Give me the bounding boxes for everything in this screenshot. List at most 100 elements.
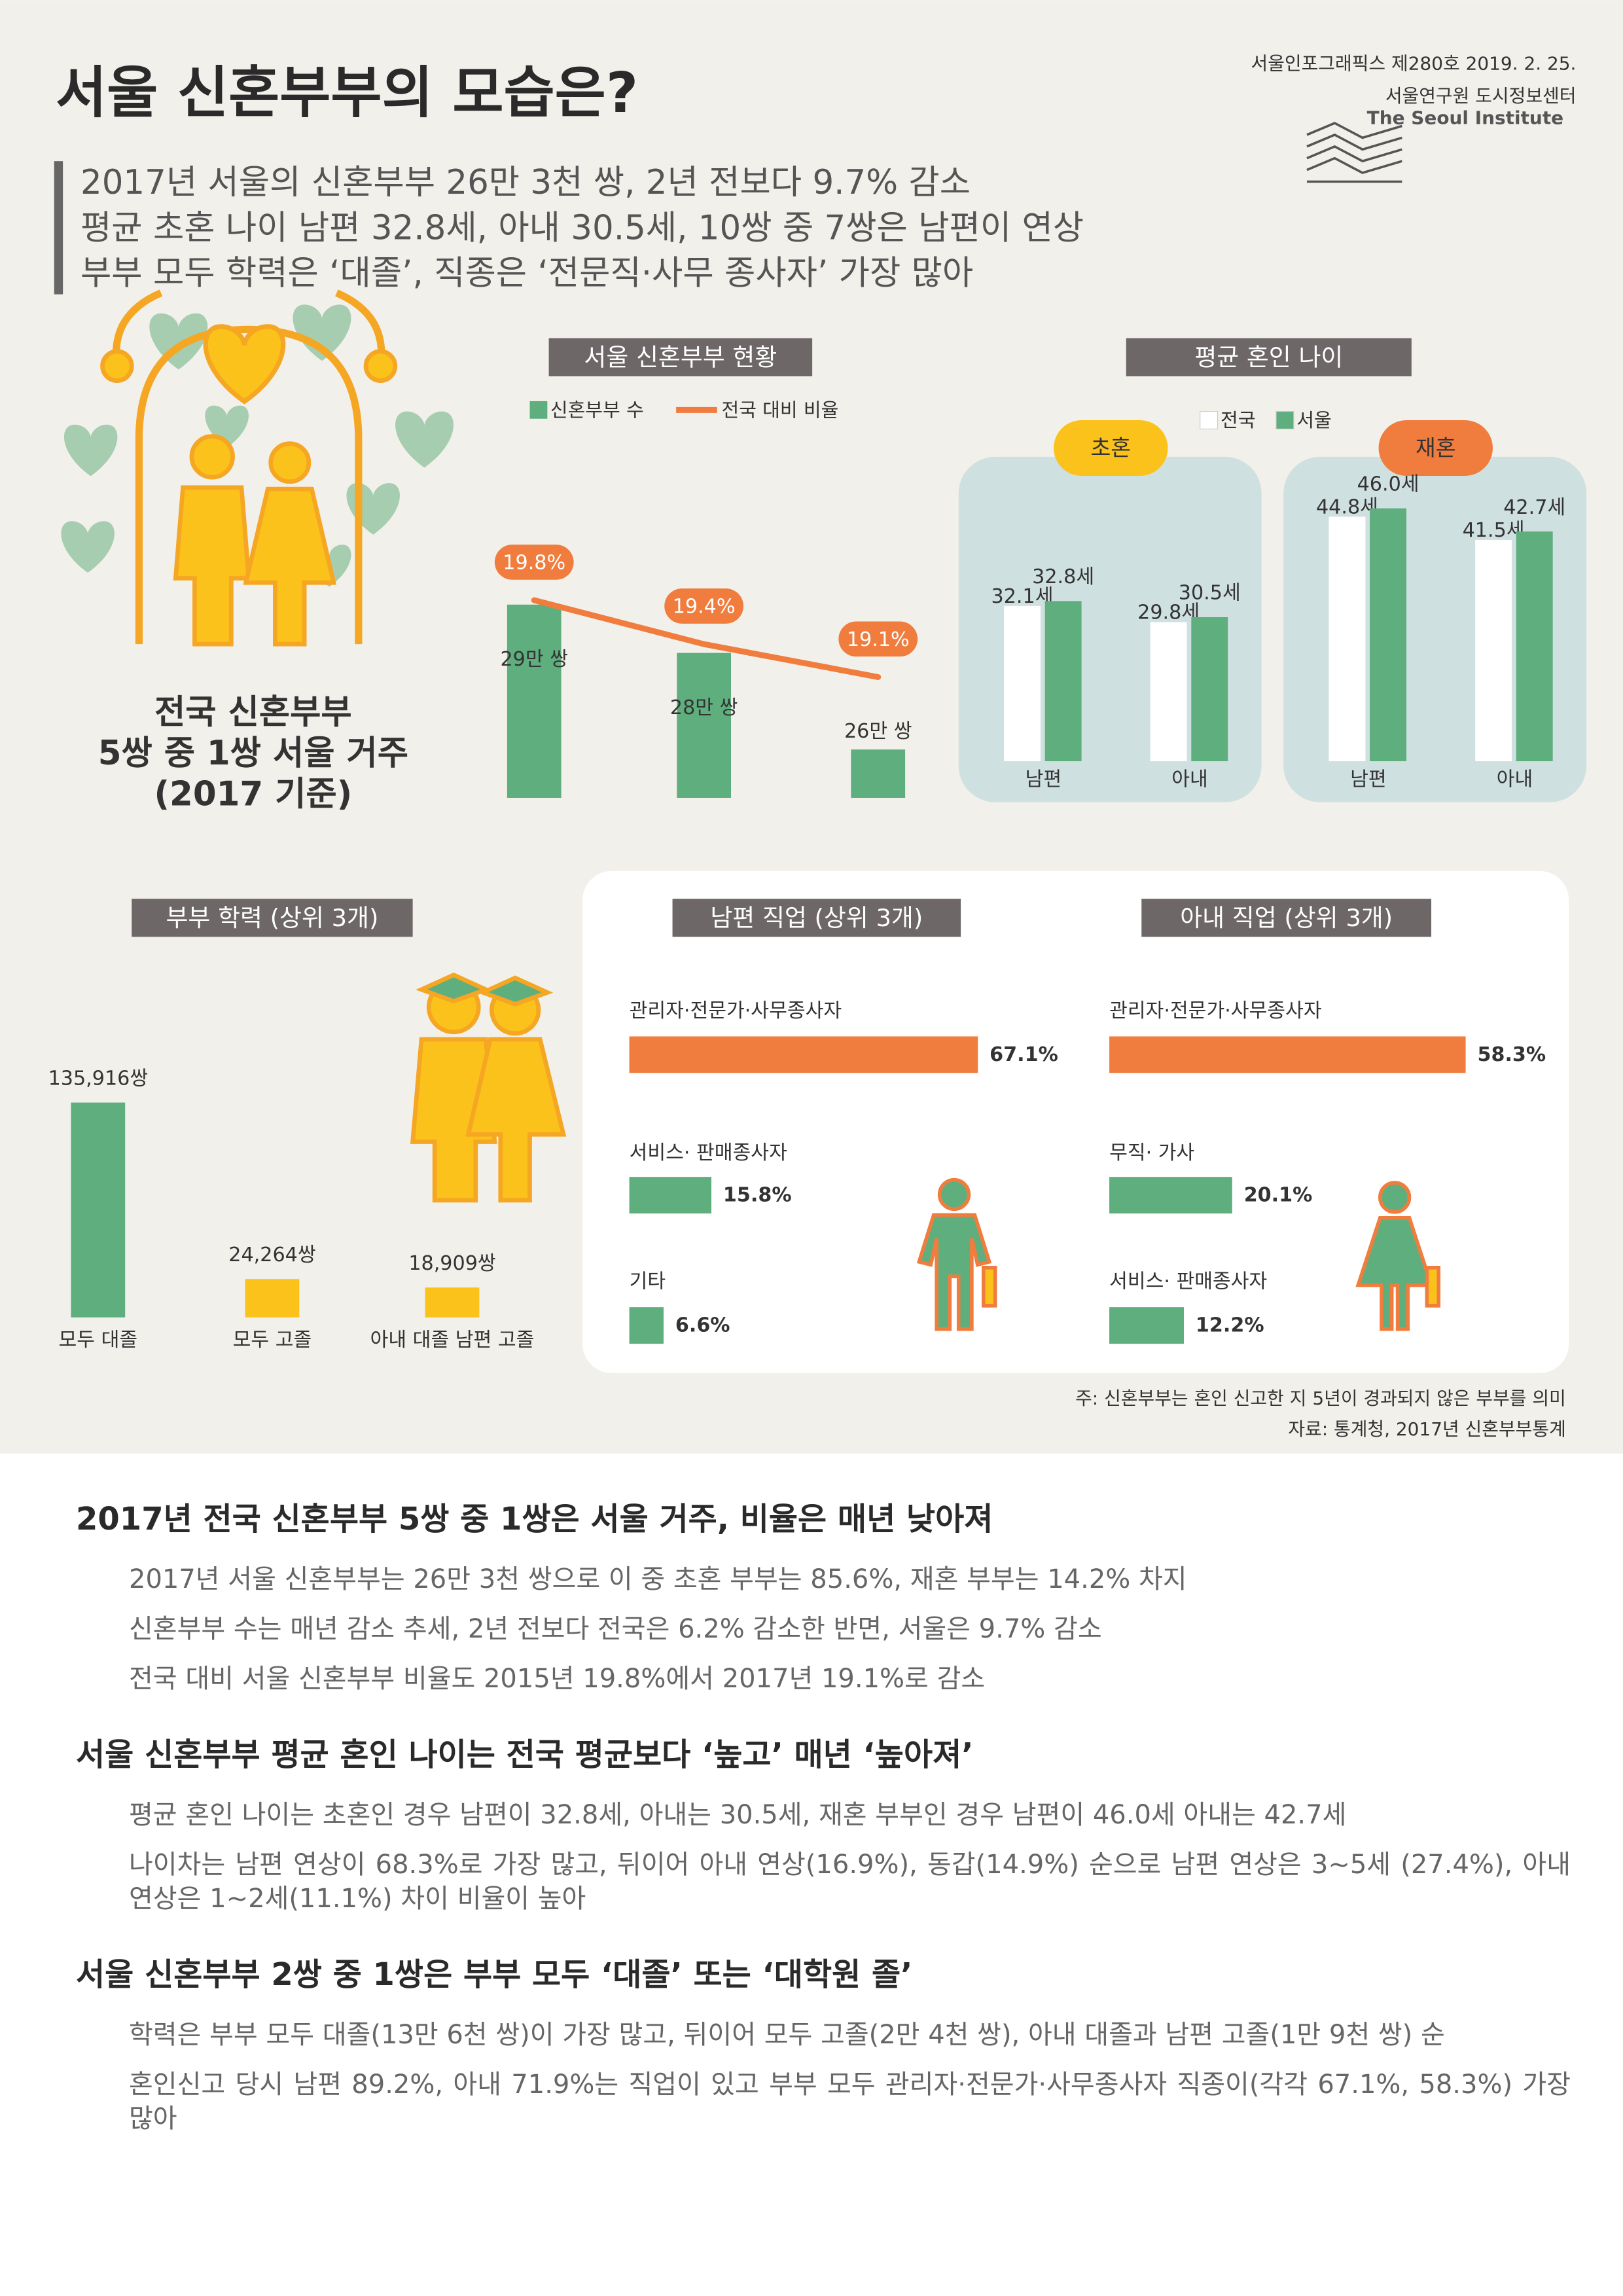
bar — [851, 749, 906, 798]
legend-label: 전국 대비 비율 — [721, 399, 838, 422]
line-label-bg — [838, 621, 918, 657]
chart-title-bg — [672, 899, 961, 937]
line-label: 19.1% — [847, 628, 910, 651]
bar — [425, 1287, 480, 1318]
value-label: 42.7세 — [1503, 496, 1565, 519]
title: 서울 신혼부부의 모습은? — [56, 61, 638, 126]
section-paragraph: 2017년 서울 신혼부부는 26만 3천 쌍으로 이 중 초혼 부부는 85.… — [129, 1564, 1187, 1594]
section-paragraph: 학력은 부부 모두 대졸(13만 6천 쌍)이 가장 많고, 뒤이어 모두 고졸… — [129, 2020, 1445, 2050]
issue: 서울인포그래픽스 제280호 2019. 2. 25. — [1251, 53, 1577, 75]
value-label: 58.3% — [1477, 1043, 1546, 1066]
value-label: 6.6% — [675, 1314, 730, 1337]
text-sections: 2017년 전국 신혼부부 5쌍 중 1쌍은 서울 거주, 비율은 매년 낮아져… — [0, 1454, 1623, 2296]
value-label: 18,909쌍 — [408, 1252, 495, 1275]
x-tick-label: 모두 고졸 — [233, 1329, 312, 1352]
value-label: 46.0세 — [1357, 473, 1419, 495]
bar — [629, 1177, 712, 1214]
x-tick-label: 남편 — [1350, 768, 1387, 791]
category-label: 기타 — [630, 1270, 666, 1293]
bar — [507, 604, 562, 798]
graduates-illustration — [410, 972, 567, 1203]
bar — [1109, 1307, 1185, 1344]
value-label: 32.8세 — [1032, 565, 1094, 588]
value-label: 67.1% — [990, 1043, 1058, 1066]
value-label: 41.5세 — [1463, 519, 1525, 542]
bar — [677, 653, 732, 798]
category-label: 서비스· 판매종사자 — [1109, 1270, 1267, 1293]
category-label: 관리자·전문가·사무종사자 — [1109, 999, 1322, 1022]
publisher: 서울연구원 도시정보센터 — [1385, 85, 1577, 107]
chart-title: 아내 직업 (상위 3개) — [1180, 904, 1393, 932]
bar — [71, 1102, 126, 1318]
infographic: 서울 신혼부부의 모습은? 서울인포그래픽스 제280호 2019. 2. 25… — [0, 0, 1623, 1454]
bar — [1370, 508, 1407, 762]
value-label: 12.2% — [1196, 1314, 1264, 1337]
highlight: 부부 모두 학력은 ‘대졸’, 직종은 ‘전문직·사무 종사자’ 가장 많아 — [80, 254, 973, 293]
category-label: 서비스· 판매종사자 — [630, 1141, 787, 1164]
section-heading: 서울 신혼부부 2쌍 중 1쌍은 부부 모두 ‘대졸’ 또는 ‘대학원 졸’ — [76, 1956, 913, 1993]
husband-icon — [916, 1177, 997, 1331]
highlight: 2017년 서울의 신혼부부 26만 3천 쌍, 2년 전보다 9.7% 감소 — [80, 163, 971, 202]
note: 주: 신혼부부는 혼인 신고한 지 5년이 경과되지 않은 부부를 의미 — [1075, 1388, 1566, 1409]
bar — [1109, 1036, 1466, 1073]
x-tick-label: 남편 — [1026, 768, 1062, 791]
bar — [245, 1279, 300, 1318]
note: 자료: 통계청, 2017년 신혼부부통계 — [1288, 1418, 1565, 1440]
value-label: 32.1세 — [991, 585, 1054, 608]
job-panel — [582, 870, 1569, 1373]
section-paragraph: 나이차는 남편 연상이 68.3%로 가장 많고, 뒤이어 아내 연상(16.9… — [129, 1850, 1571, 1914]
bar — [1329, 516, 1366, 762]
bar — [1004, 605, 1041, 762]
legend-label: 서울 — [1296, 409, 1331, 431]
panel-title: 재혼 — [1416, 435, 1456, 461]
legend-swatch — [1200, 411, 1219, 429]
bar — [1191, 617, 1228, 762]
legend-swatch — [1275, 411, 1294, 429]
category-label: 관리자·전문가·사무종사자 — [630, 999, 842, 1022]
x-tick-label: 아내 — [1497, 768, 1533, 791]
bar — [1475, 539, 1512, 762]
logo — [1306, 122, 1402, 183]
chart-title-bg — [548, 338, 813, 376]
line — [531, 597, 882, 680]
panel-title-bg — [1054, 420, 1168, 476]
section: 서울 신혼부부 평균 혼인 나이는 전국 평균보다 ‘높고’ 매년 ‘높아져’ 평… — [76, 1735, 1571, 1916]
line-label: 19.4% — [673, 596, 736, 619]
wife-icon — [1355, 1181, 1441, 1331]
value-label: 44.8세 — [1316, 496, 1378, 519]
bar — [1109, 1177, 1232, 1214]
section-heading: 서울 신혼부부 평균 혼인 나이는 전국 평균보다 ‘높고’ 매년 ‘높아져’ — [76, 1736, 974, 1773]
value-label: 29만 쌍 — [500, 648, 568, 671]
chart-title: 평균 혼인 나이 — [1194, 344, 1343, 372]
highlight: 평균 초혼 나이 남편 32.8세, 아내 30.5세, 10쌍 중 7쌍은 남… — [80, 208, 1084, 247]
legend-swatch — [529, 401, 548, 419]
bar — [1044, 601, 1082, 762]
callout: 전국 신혼부부 — [154, 692, 352, 732]
value-label: 20.1% — [1244, 1184, 1313, 1207]
section: 2017년 전국 신혼부부 5쌍 중 1쌍은 서울 거주, 비율은 매년 낮아져… — [76, 1499, 1571, 1696]
x-tick-label: 아내 — [1171, 768, 1208, 791]
line-label: 19.8% — [503, 552, 565, 575]
legend-label: 전국 — [1221, 409, 1255, 431]
highlight-bar — [54, 161, 63, 295]
chart-title-bg — [1141, 899, 1432, 937]
line-label-bg — [664, 588, 744, 624]
bar — [629, 1036, 978, 1073]
value-label: 24,264쌍 — [228, 1244, 315, 1266]
chart-title: 서울 신혼부부 현황 — [584, 344, 777, 372]
publisher-en: The Seoul Institute — [1367, 107, 1563, 128]
line-label-bg — [494, 545, 574, 580]
legend-label: 신혼부부 수 — [550, 399, 644, 422]
x-tick-label: 모두 대졸 — [59, 1329, 138, 1352]
bar — [1516, 531, 1553, 762]
value-label: 15.8% — [723, 1184, 792, 1207]
section-paragraph: 전국 대비 서울 신혼부부 비율도 2015년 19.8%에서 2017년 19… — [129, 1664, 986, 1694]
bar — [1150, 622, 1187, 762]
section-paragraph: 평균 혼인 나이는 초혼인 경우 남편이 32.8세, 아내는 30.5세, 재… — [129, 1800, 1347, 1830]
value-label: 135,916쌍 — [48, 1067, 149, 1090]
bar — [629, 1307, 664, 1344]
chart-title: 부부 학력 (상위 3개) — [166, 904, 379, 932]
value-label: 28만 쌍 — [670, 696, 738, 719]
value-label: 26만 쌍 — [844, 720, 912, 743]
chart-title: 남편 직업 (상위 3개) — [710, 904, 923, 932]
